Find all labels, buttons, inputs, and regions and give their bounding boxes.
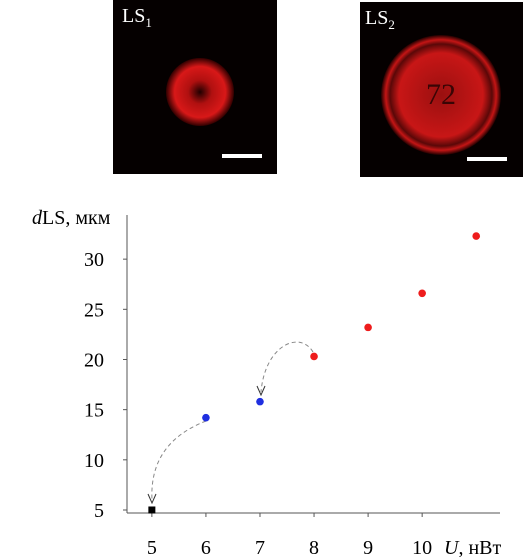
point — [418, 289, 426, 298]
x-tick-label: 9 — [363, 537, 373, 557]
point — [256, 397, 264, 406]
y-tick-label: 10 — [84, 450, 104, 472]
y-tick-label: 20 — [84, 349, 104, 371]
image-label: LS1 — [122, 5, 152, 30]
image-label: LS2 — [365, 7, 395, 32]
y-tick-label: 5 — [94, 500, 104, 522]
point — [148, 506, 156, 514]
point — [472, 232, 481, 240]
point — [310, 352, 318, 361]
arrowhead — [147, 493, 157, 505]
x-tick-label: 6 — [201, 537, 211, 557]
x-axis-label: U, нВт — [444, 537, 501, 557]
image-ls2: 72 LS2 — [360, 2, 523, 177]
x-tick-label: 7 — [255, 537, 265, 557]
point — [364, 323, 372, 332]
arrowhead — [256, 385, 266, 397]
image-inner-text: 72 — [426, 78, 456, 111]
x-tick-label: 10 — [412, 537, 432, 557]
image-ls1: LS1 — [113, 0, 277, 174]
y-tick-label: 25 — [84, 299, 104, 321]
x-tick-label: 8 — [309, 537, 319, 557]
y-tick-label: 15 — [84, 400, 104, 422]
x-tick-label: 5 — [147, 537, 157, 557]
arrow — [260, 341, 314, 393]
y-axis-label: dLS, мкм — [32, 207, 111, 229]
arrow — [151, 420, 207, 501]
y-tick-label: 30 — [84, 249, 104, 271]
point — [202, 413, 210, 422]
